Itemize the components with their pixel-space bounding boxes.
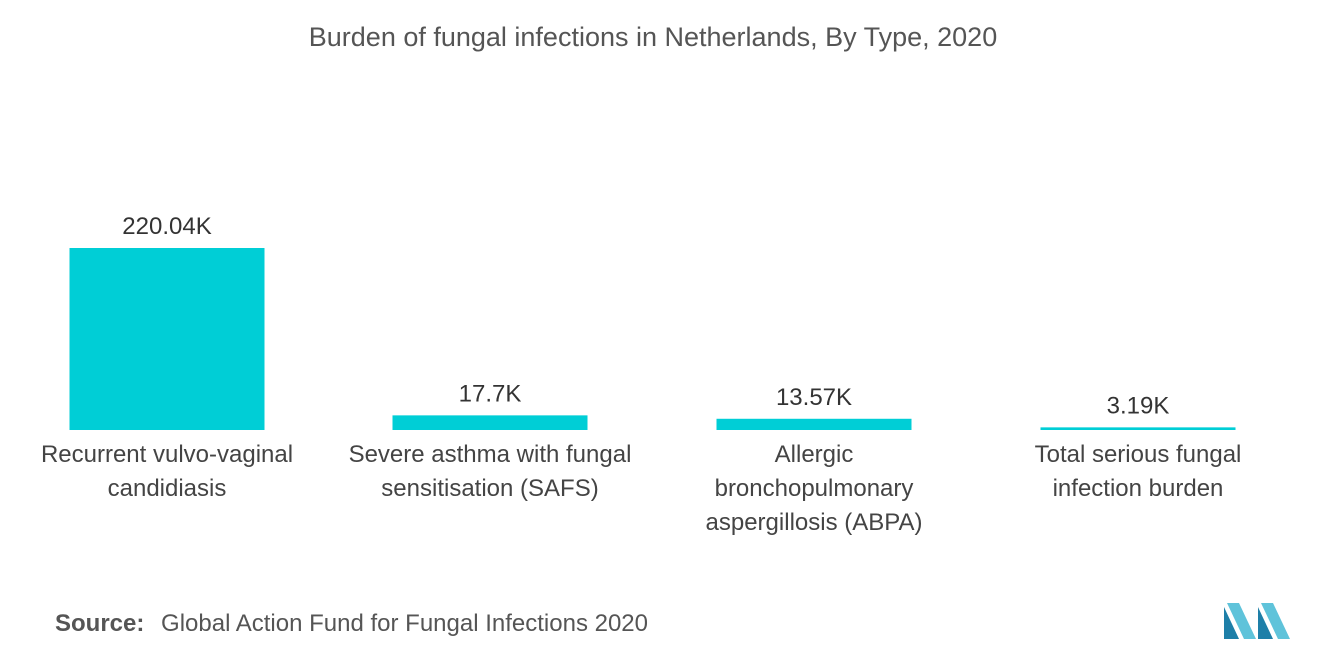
data-label-2: 13.57K (776, 384, 852, 411)
data-label-0: 220.04K (122, 213, 211, 240)
bar-3 (1040, 427, 1236, 430)
data-label-3: 3.19K (1107, 392, 1170, 419)
category-label-3: Total serious fungal infection burden (1034, 441, 1242, 502)
category-label-1: Severe asthma with fungal sensitisation (… (348, 441, 632, 502)
data-label-1: 17.7K (459, 380, 522, 407)
bar-0 (69, 248, 265, 430)
source-label: Source: (55, 610, 145, 637)
source-note: Source: Global Action Fund for Fungal In… (55, 610, 648, 638)
category-label-0: Recurrent vulvo-vaginal candidiasis (40, 441, 294, 502)
chart-title: Burden of fungal infections in Netherlan… (308, 22, 998, 52)
category-label-2: Allergic bronchopulmonary aspergillosis (A… (705, 441, 923, 536)
bar-2 (716, 418, 912, 430)
mordor-intelligence-logo-icon (1224, 603, 1290, 639)
source-text: Global Action Fund for Fungal Infections… (161, 610, 649, 637)
bar-1 (392, 415, 588, 430)
